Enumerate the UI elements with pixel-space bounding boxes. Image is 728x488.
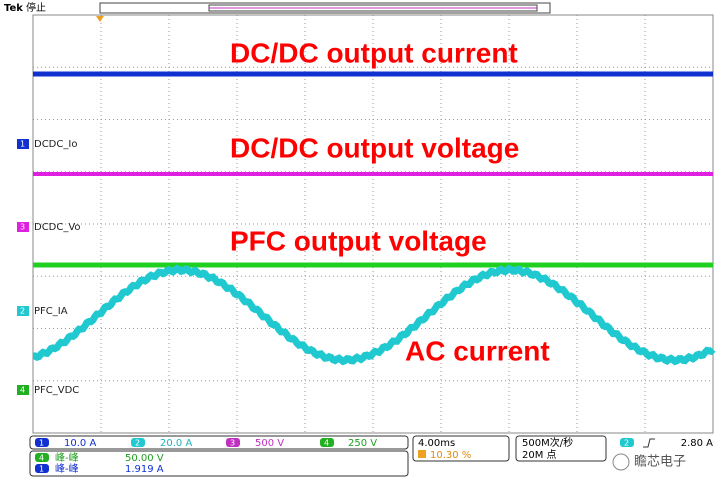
scale-channel: 1 [39,439,44,448]
channel-name: PFC_VDC [34,385,79,396]
channel-label: 3 DCDC_Vo [17,222,81,233]
measurement-channel: 1 [39,465,44,474]
scale-value: 250 V [348,438,377,449]
channel-label: 1 DCDC_Io [17,139,77,150]
annotation: PFC output voltage [230,225,487,256]
channel-name: DCDC_Io [34,139,77,150]
watermark-icon [612,453,630,471]
measurement-channel: 4 [39,454,44,463]
trace-ch2 [32,264,716,366]
annotation: DC/DC output voltage [230,132,519,163]
scale-channel: 3 [230,439,235,448]
scale-box [29,435,409,450]
timebase-scale: 4.00ms [418,438,455,449]
channel-number: 4 [20,386,25,395]
measurement-label: 峰-峰 [55,452,79,464]
record-length: 20M 点 [522,449,557,461]
measurement-label: 峰-峰 [55,463,79,475]
annotation: AC current [405,335,550,366]
channel-name: DCDC_Vo [34,222,81,233]
measurement-value: 1.919 A [125,464,164,475]
status: 停止 [26,1,46,14]
channel-label: 4 PFC_VDC [17,385,79,396]
trigger-marker [96,16,104,22]
channel-label: 2 PFC_IA [17,306,68,317]
watermark: 瞻芯电子 [634,455,686,470]
trigger-channel-badge [620,438,634,447]
brand: Tek [4,3,23,14]
channel-name: PFC_IA [34,306,68,317]
scale-channel: 4 [324,439,329,448]
acquisition-box [515,435,607,462]
measurement-value: 50.00 V [125,453,164,464]
sample-rate: 500M次/秒 [522,436,573,449]
measurement-box [29,450,409,477]
channel-number: 3 [20,223,25,232]
graticule [33,15,713,433]
channel-number: 1 [20,140,25,149]
scale-value: 20.0 A [160,438,192,449]
scale-value: 500 V [255,438,284,449]
channel-number: 2 [20,307,25,316]
scale-value: 10.0 A [64,438,96,449]
trigger-icon [418,450,426,458]
timebase-box [412,435,510,462]
annotation: DC/DC output current [230,37,518,68]
graticule-frame [32,14,714,434]
scale-channel: 2 [135,439,140,448]
record-bar [99,2,551,14]
trigger-level: 2.80 A [681,438,713,449]
trigger-position: 10.30 % [430,450,471,461]
trigger-channel: 2 [624,439,629,448]
trigger-slope [643,438,655,448]
